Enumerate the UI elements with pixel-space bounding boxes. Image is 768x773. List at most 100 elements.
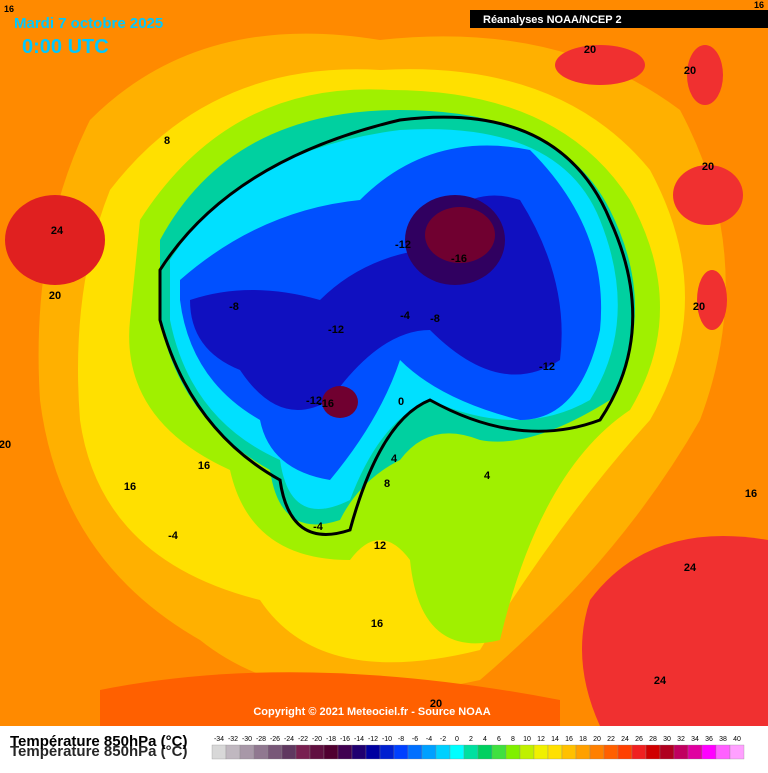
scale-tick: -28 (256, 736, 266, 743)
scale-tick: -12 (368, 736, 378, 743)
scale-tick: -16 (340, 736, 350, 743)
scale-tick: 38 (719, 736, 727, 743)
color-swatch (281, 744, 297, 760)
color-swatch (337, 744, 353, 760)
contour-label: -16 (318, 398, 334, 410)
contour-label: 0 (398, 396, 404, 408)
scale-tick: 30 (663, 736, 671, 743)
color-swatch (519, 744, 535, 760)
color-swatch (477, 744, 493, 760)
scale-tick: 4 (483, 736, 487, 743)
contour-label: 20 (702, 161, 714, 173)
scale-tick: 28 (649, 736, 657, 743)
contour-label: 16 (371, 618, 383, 630)
scale-tick: -14 (354, 736, 364, 743)
color-swatch (449, 744, 465, 760)
zone-warm (555, 45, 645, 85)
scale-tick: -26 (270, 736, 280, 743)
corner-label: 16 (754, 0, 764, 10)
contour-label: 20 (584, 44, 596, 56)
color-swatch (295, 744, 311, 760)
corner-label: 16 (4, 4, 14, 14)
contour-label: 8 (384, 478, 390, 490)
map-date: Mardi 7 octobre 2025 (14, 15, 163, 32)
contour-label: -16 (451, 253, 467, 265)
scale-tick: -34 (214, 736, 224, 743)
color-swatch (225, 744, 241, 760)
scale-tick: 0 (455, 736, 459, 743)
contour-label: 8 (164, 135, 170, 147)
color-swatch (687, 744, 703, 760)
contour-label: 20 (49, 290, 61, 302)
contour-label: 20 (430, 698, 442, 710)
color-swatch (631, 744, 647, 760)
contour-label: 24 (51, 225, 64, 237)
color-swatch (715, 744, 731, 760)
color-swatch (575, 744, 591, 760)
color-swatch (533, 744, 549, 760)
color-swatch (309, 744, 325, 760)
color-swatch (211, 744, 227, 760)
source-bar (470, 10, 768, 28)
scale-tick: 8 (511, 736, 515, 743)
scale-tick: 10 (523, 736, 531, 743)
zone-cold-core-2 (322, 386, 358, 418)
scale-tick: 22 (607, 736, 615, 743)
contour-label: -8 (229, 301, 239, 313)
color-swatch (253, 744, 269, 760)
contour-label: 24 (684, 562, 697, 574)
scale-tick: 20 (593, 736, 601, 743)
contour-label: 16 (198, 460, 210, 472)
color-swatch (267, 744, 283, 760)
zone-warm (673, 165, 743, 225)
color-swatch (729, 744, 745, 760)
scale-tick: -22 (298, 736, 308, 743)
color-swatch (407, 744, 423, 760)
map-time: 0:00 UTC (22, 36, 109, 58)
contour-label: 24 (654, 675, 667, 687)
contour-label: 20 (684, 65, 696, 77)
contour-label: -12 (306, 395, 322, 407)
color-swatch (603, 744, 619, 760)
scale-tick: -10 (382, 736, 392, 743)
contour-label: 20 (0, 439, 11, 451)
scale-tick: -24 (284, 736, 294, 743)
color-swatch (673, 744, 689, 760)
color-swatch (617, 744, 633, 760)
contour-label: 20 (693, 301, 705, 313)
scale-tick: -6 (412, 736, 418, 743)
contour-label: -4 (400, 310, 411, 322)
scale-tick: 34 (691, 736, 699, 743)
contour-label: 4 (484, 470, 491, 482)
color-swatch (239, 744, 255, 760)
color-swatch (421, 744, 437, 760)
color-swatch (435, 744, 451, 760)
scale-tick: -32 (228, 736, 238, 743)
scale-tick: 24 (621, 736, 629, 743)
scale-tick: -18 (326, 736, 336, 743)
scale-tick: 18 (579, 736, 587, 743)
scale-tick: 16 (565, 736, 573, 743)
color-swatch (701, 744, 717, 760)
zone-warm (687, 45, 723, 105)
zone-warm (5, 195, 105, 285)
contour-label: 4 (391, 453, 398, 465)
map-source: Réanalyses NOAA/NCEP 2 (483, 14, 622, 26)
zone-cold-core-center (425, 207, 495, 263)
contour-label: -4 (313, 521, 324, 533)
zero-isotherm (158, 115, 635, 536)
color-swatch (491, 744, 507, 760)
legend-title: Température 850hPa (°C) (10, 733, 187, 750)
scale-tick: 32 (677, 736, 685, 743)
contour-label: -12 (395, 239, 411, 251)
color-swatch (645, 744, 661, 760)
zone-warm (100, 672, 560, 726)
color-swatch (547, 744, 563, 760)
scale-tick: -20 (312, 736, 322, 743)
scale-tick: 26 (635, 736, 643, 743)
copyright: Copyright © 2021 Meteociel.fr - Source N… (253, 706, 490, 718)
color-swatch (351, 744, 367, 760)
scale-tick: 12 (537, 736, 545, 743)
scale-tick: 2 (469, 736, 473, 743)
